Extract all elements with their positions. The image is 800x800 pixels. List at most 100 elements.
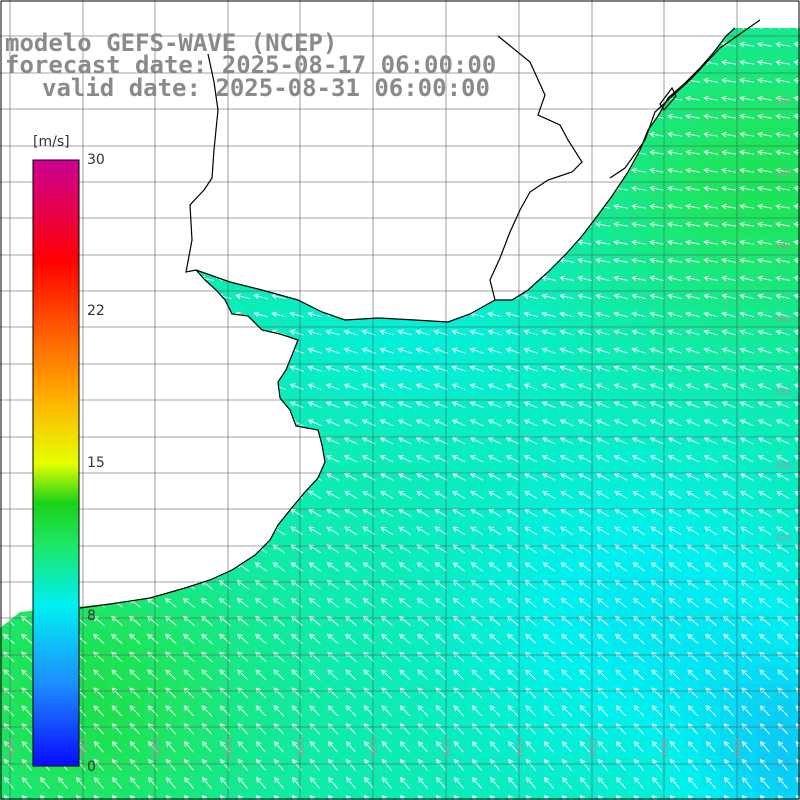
wind-speed-cell xyxy=(342,792,361,800)
wind-arrow xyxy=(343,365,358,372)
wind-arrow xyxy=(667,347,682,354)
wind-arrow xyxy=(741,705,753,717)
wind-arrow xyxy=(757,239,772,246)
wind-arrow xyxy=(739,383,754,390)
wind-arrow xyxy=(291,651,303,663)
wind-arrow xyxy=(686,598,699,608)
wind-arrow xyxy=(686,491,700,499)
wind-arrow xyxy=(739,365,754,372)
wind-arrow xyxy=(415,437,430,445)
wind-arrow xyxy=(470,526,484,536)
wind-arrow xyxy=(272,544,286,554)
wind-arrow xyxy=(255,651,267,663)
wind-arrow xyxy=(793,221,800,228)
wind-arrow xyxy=(469,347,484,354)
wind-arrow xyxy=(595,329,610,336)
wind-arrow xyxy=(613,473,628,481)
wind-arrow xyxy=(253,293,268,300)
wind-speed-cell xyxy=(738,28,757,37)
wind-arrow xyxy=(308,598,321,608)
wind-arrow xyxy=(308,562,321,572)
wind-arrow xyxy=(793,455,800,463)
wind-arrow xyxy=(110,633,123,644)
wind-arrow xyxy=(614,633,627,644)
wind-arrow xyxy=(433,455,448,463)
wind-arrow xyxy=(721,419,736,427)
wind-speed-cell xyxy=(468,792,487,800)
wind-arrow xyxy=(649,383,664,390)
wind-arrow xyxy=(685,221,700,228)
wind-speed-cell xyxy=(720,792,739,800)
wind-arrow xyxy=(380,491,394,499)
wind-arrow xyxy=(523,437,538,445)
wind-arrow xyxy=(524,598,537,608)
wind-arrow xyxy=(631,311,646,318)
wind-arrow xyxy=(255,669,267,681)
wind-arrow xyxy=(398,633,411,644)
wind-arrow xyxy=(740,633,753,644)
wind-speed-cell xyxy=(486,792,505,800)
wind-arrow xyxy=(704,491,718,499)
wind-arrow xyxy=(631,365,646,372)
wind-arrow xyxy=(379,329,394,336)
wind-arrow xyxy=(741,651,753,663)
wind-arrow xyxy=(631,293,646,300)
wind-arrow xyxy=(595,419,610,427)
wind-arrow xyxy=(559,455,574,463)
wind-speed-cell xyxy=(324,792,343,800)
wind-arrow xyxy=(254,633,267,644)
wind-arrow xyxy=(272,562,285,572)
wind-arrow xyxy=(308,544,322,554)
wind-arrow xyxy=(596,544,610,554)
wind-arrow xyxy=(93,705,105,717)
wind-arrow xyxy=(398,598,411,608)
longitude-label: W50 xyxy=(516,737,526,758)
wind-arrow xyxy=(631,455,646,463)
wind-arrow xyxy=(325,383,340,390)
wind-arrow xyxy=(379,347,394,354)
wind-arrow xyxy=(793,149,800,156)
wind-arrow xyxy=(739,149,754,156)
wind-arrow xyxy=(667,167,682,174)
wind-arrow xyxy=(327,669,339,681)
wind-speed-cell xyxy=(792,738,800,757)
wind-arrow xyxy=(434,598,447,608)
wind-arrow xyxy=(758,526,772,536)
wind-arrow xyxy=(613,365,628,372)
wind-arrow xyxy=(398,491,412,499)
wind-arrow xyxy=(685,311,700,318)
wind-arrow xyxy=(345,669,357,681)
wind-arrow xyxy=(434,491,448,499)
wind-arrow xyxy=(325,437,340,445)
wind-arrow xyxy=(651,669,663,681)
wind-arrow xyxy=(541,437,556,445)
wind-arrow xyxy=(614,544,628,554)
wind-arrow xyxy=(559,311,574,318)
wind-arrow xyxy=(685,203,700,210)
wind-speed-cell xyxy=(450,792,469,800)
wind-arrow xyxy=(614,526,628,536)
wind-arrow xyxy=(577,329,592,336)
wind-arrow xyxy=(325,365,340,372)
wind-arrow xyxy=(200,598,213,608)
wind-arrow xyxy=(541,311,556,318)
wind-arrow xyxy=(776,544,790,554)
wind-arrow xyxy=(307,383,322,390)
wind-arrow xyxy=(793,131,800,138)
wind-arrow xyxy=(721,59,736,66)
wind-arrow xyxy=(723,651,735,663)
wind-arrow xyxy=(577,455,592,463)
wind-arrow xyxy=(218,598,231,608)
wind-arrow xyxy=(541,419,556,427)
wind-arrow xyxy=(111,669,123,681)
wind-arrow xyxy=(613,221,628,228)
wind-arrow xyxy=(577,311,592,318)
wind-arrow xyxy=(667,293,682,300)
wind-arrow xyxy=(577,347,592,354)
wind-arrow xyxy=(632,526,646,536)
wind-arrow xyxy=(595,293,610,300)
wind-arrow xyxy=(344,491,358,499)
wind-arrow xyxy=(757,311,772,318)
wind-arrow xyxy=(469,401,484,409)
wind-arrow xyxy=(415,473,430,481)
